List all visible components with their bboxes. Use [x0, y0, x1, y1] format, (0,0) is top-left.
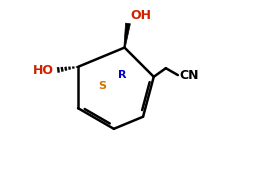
- Polygon shape: [72, 66, 75, 69]
- Text: HO: HO: [33, 64, 54, 77]
- Text: R: R: [118, 71, 127, 80]
- Text: OH: OH: [130, 9, 151, 22]
- Polygon shape: [61, 67, 63, 72]
- Text: S: S: [98, 81, 106, 91]
- Polygon shape: [65, 67, 67, 71]
- Text: CN: CN: [180, 69, 199, 82]
- Polygon shape: [76, 66, 78, 68]
- Polygon shape: [124, 23, 130, 48]
- Polygon shape: [57, 67, 60, 73]
- Polygon shape: [68, 67, 71, 70]
